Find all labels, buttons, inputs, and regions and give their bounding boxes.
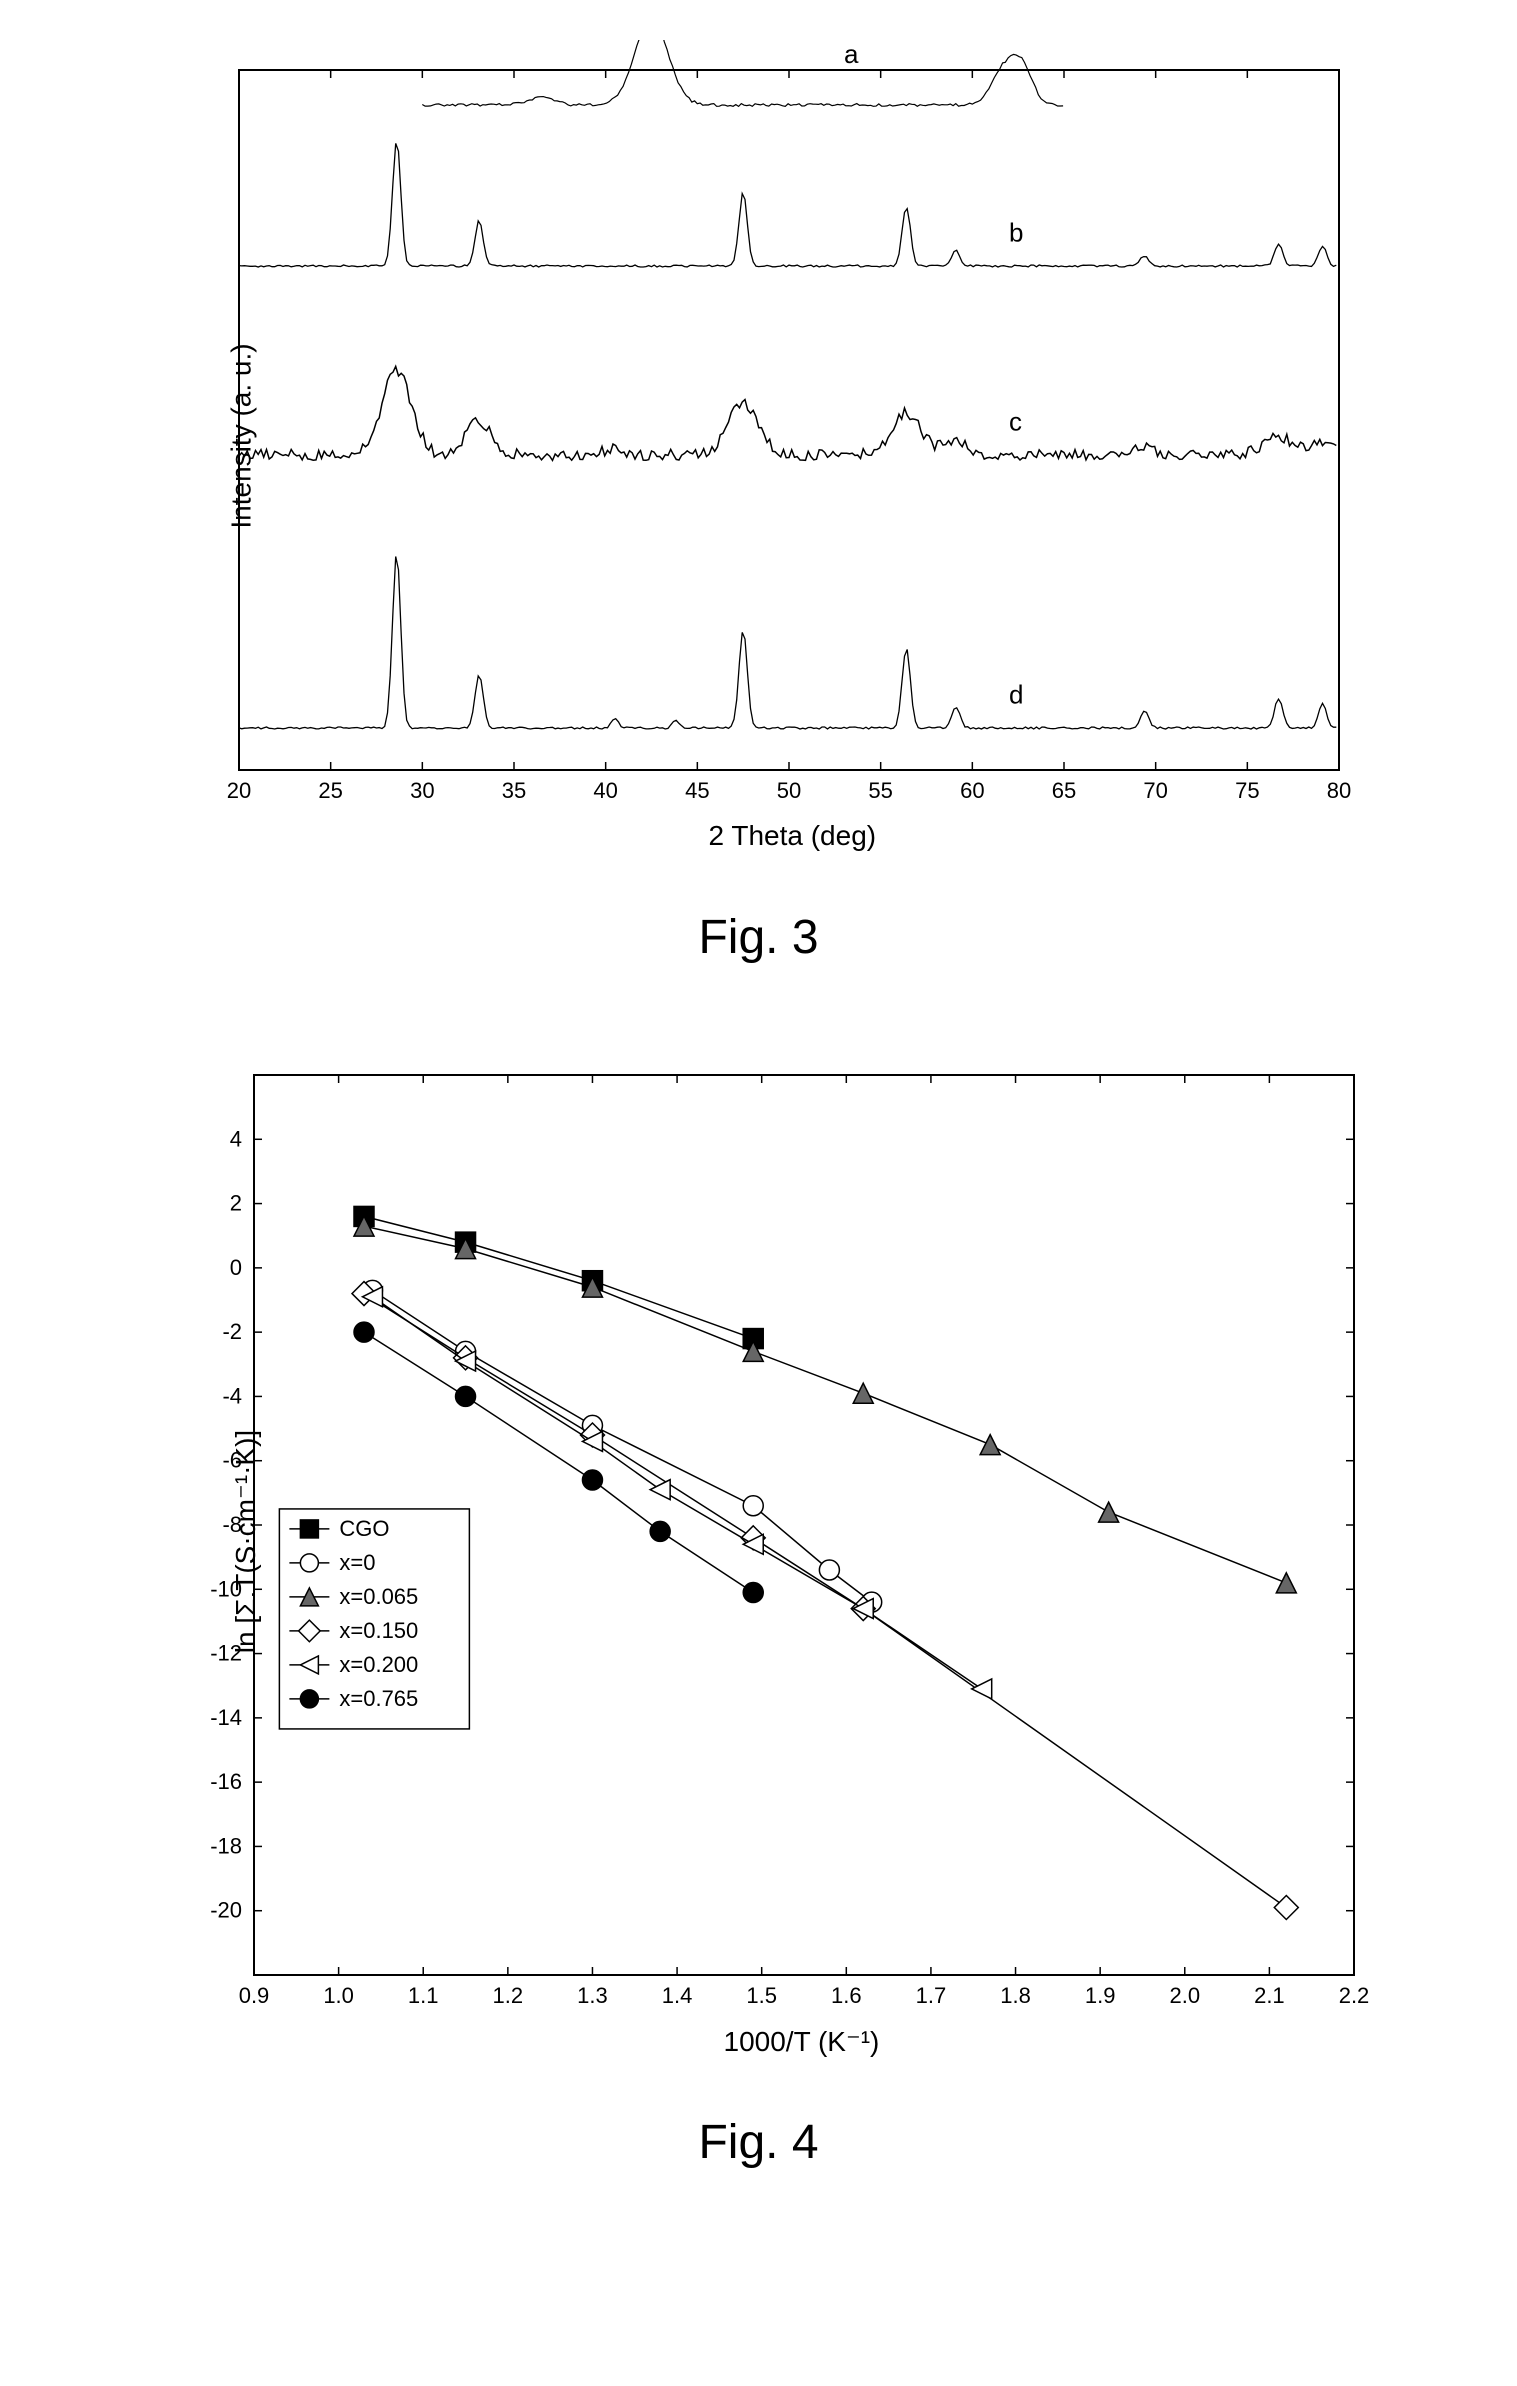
svg-text:60: 60 bbox=[960, 778, 984, 803]
figure-4: ln [Σ.T(S·cm⁻¹·K)] 0.9 1.0 1.1 1.2 1.3 1.4 1.5… bbox=[40, 1045, 1477, 2170]
svg-text:a: a bbox=[844, 40, 859, 69]
svg-text:-14: -14 bbox=[210, 1705, 242, 1730]
svg-text:30: 30 bbox=[410, 778, 434, 803]
svg-text:-18: -18 bbox=[210, 1833, 242, 1858]
svg-text:75: 75 bbox=[1235, 778, 1259, 803]
svg-text:1.4: 1.4 bbox=[661, 1983, 692, 2008]
svg-text:40: 40 bbox=[593, 778, 617, 803]
fig3-caption: Fig. 3 bbox=[40, 910, 1477, 965]
svg-text:20: 20 bbox=[226, 778, 250, 803]
svg-text:1.8: 1.8 bbox=[1000, 1983, 1031, 2008]
svg-text:0: 0 bbox=[229, 1255, 241, 1280]
svg-text:1.1: 1.1 bbox=[407, 1983, 438, 2008]
svg-text:25: 25 bbox=[318, 778, 342, 803]
svg-text:1.5: 1.5 bbox=[746, 1983, 777, 2008]
svg-text:1.0: 1.0 bbox=[323, 1983, 354, 2008]
svg-text:45: 45 bbox=[685, 778, 709, 803]
svg-text:55: 55 bbox=[868, 778, 892, 803]
fig3-chart-area: Intensity (a. u.) 20 25 30 35 40 45 50 55 60 65 70… bbox=[119, 40, 1399, 880]
svg-text:c: c bbox=[1009, 407, 1022, 437]
svg-text:50: 50 bbox=[776, 778, 800, 803]
fig4-svg: 0.9 1.0 1.1 1.2 1.3 1.4 1.5 1.6 1.7 1.8 1.9 2.0 2.1 2… bbox=[104, 1045, 1414, 2085]
svg-text:-20: -20 bbox=[210, 1898, 242, 1923]
svg-text:-4: -4 bbox=[222, 1383, 242, 1408]
svg-text:1.2: 1.2 bbox=[492, 1983, 523, 2008]
svg-text:x=0.065: x=0.065 bbox=[339, 1584, 418, 1609]
svg-text:x=0.200: x=0.200 bbox=[339, 1652, 418, 1677]
svg-text:-16: -16 bbox=[210, 1769, 242, 1794]
svg-text:2: 2 bbox=[229, 1191, 241, 1216]
svg-text:1.7: 1.7 bbox=[915, 1983, 946, 2008]
svg-text:CGO: CGO bbox=[339, 1516, 389, 1541]
fig3-y-axis-label: Intensity (a. u.) bbox=[225, 343, 257, 528]
svg-text:-2: -2 bbox=[222, 1319, 242, 1344]
fig3-svg: 20 25 30 35 40 45 50 55 60 65 70 75 80 a b c d bbox=[119, 40, 1399, 880]
svg-text:1.6: 1.6 bbox=[831, 1983, 862, 2008]
svg-text:x=0.150: x=0.150 bbox=[339, 1618, 418, 1643]
svg-text:0.9: 0.9 bbox=[238, 1983, 269, 2008]
svg-text:d: d bbox=[1009, 680, 1023, 710]
fig3-x-axis-label: 2 Theta (deg) bbox=[709, 820, 877, 852]
svg-text:2.0: 2.0 bbox=[1169, 1983, 1200, 2008]
svg-text:80: 80 bbox=[1326, 778, 1350, 803]
svg-text:2.2: 2.2 bbox=[1338, 1983, 1369, 2008]
svg-text:1.3: 1.3 bbox=[577, 1983, 608, 2008]
fig4-y-axis-label: ln [Σ.T(S·cm⁻¹·K)] bbox=[229, 1430, 262, 1653]
svg-text:2.1: 2.1 bbox=[1254, 1983, 1285, 2008]
svg-text:1.9: 1.9 bbox=[1084, 1983, 1115, 2008]
svg-text:70: 70 bbox=[1143, 778, 1167, 803]
fig4-chart-area: ln [Σ.T(S·cm⁻¹·K)] 0.9 1.0 1.1 1.2 1.3 1.4 1.5… bbox=[104, 1045, 1414, 2085]
svg-text:4: 4 bbox=[229, 1126, 241, 1151]
svg-text:x=0.765: x=0.765 bbox=[339, 1686, 418, 1711]
svg-text:65: 65 bbox=[1051, 778, 1075, 803]
figure-3: Intensity (a. u.) 20 25 30 35 40 45 50 55 60 65 70… bbox=[40, 40, 1477, 965]
svg-text:35: 35 bbox=[501, 778, 525, 803]
fig4-x-axis-label: 1000/T (K⁻¹) bbox=[724, 2025, 880, 2058]
svg-text:x=0: x=0 bbox=[339, 1550, 375, 1575]
svg-text:b: b bbox=[1009, 218, 1023, 248]
fig4-caption: Fig. 4 bbox=[40, 2115, 1477, 2170]
